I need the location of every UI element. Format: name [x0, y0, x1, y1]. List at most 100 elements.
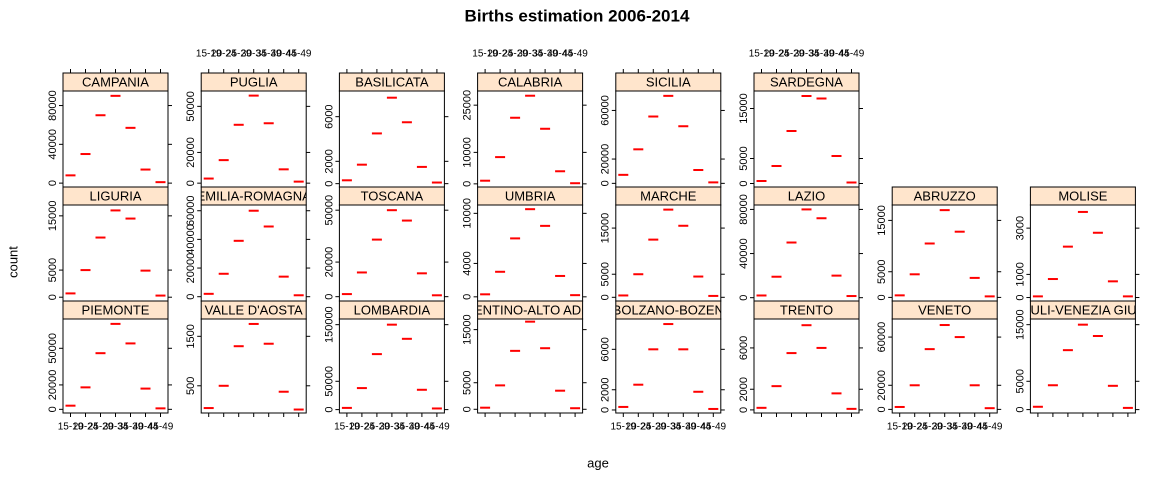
x-tick-label: 30-34	[517, 49, 543, 60]
y-tick-label: 0	[47, 294, 59, 300]
y-tick-label: 80000	[738, 194, 750, 225]
x-tick-label: 15-19	[196, 49, 222, 60]
y-tick-label: 20000	[185, 253, 197, 284]
panel: TOSCANA 0 20000 50000	[323, 186, 449, 302]
y-tick-label: 0	[323, 407, 335, 413]
panel-frame	[891, 204, 998, 302]
x-tick-label: 15-19	[749, 49, 775, 60]
panel-frame	[62, 318, 169, 414]
y-tick-label: 0	[323, 181, 335, 187]
panel: MOLISE 0 1000 3000	[1014, 186, 1140, 302]
x-tick-label: 40-44	[409, 422, 435, 433]
x-tick-label: 25-29	[502, 49, 528, 60]
y-tick-label: 5000	[47, 258, 59, 282]
x-tick-label: 35-39	[532, 49, 558, 60]
y-tick-label: 60000	[185, 195, 197, 226]
x-tick-label: 35-39	[809, 49, 835, 60]
y-tick-label: 0	[185, 294, 197, 300]
panel-frame	[615, 90, 722, 188]
y-tick-label: 50000	[185, 91, 197, 122]
panel-frame	[615, 318, 722, 414]
x-tick-label: 35-39	[947, 422, 973, 433]
x-tick-label: 45-49	[148, 422, 174, 433]
panel: LOMBARDIA 0 50000 150000 15-1920-2425-2930-3…	[323, 300, 450, 433]
x-tick-label: 20-24	[764, 49, 790, 60]
x-tick-label: 20-24	[626, 422, 652, 433]
x-tick-label: 15-19	[334, 422, 360, 433]
panel: LIGURIA 0 5000 15000	[47, 186, 172, 302]
y-tick-label: 15000	[1014, 309, 1026, 340]
panel: ABRUZZO 0 5000 15000	[876, 186, 1002, 302]
x-tick-label: 25-29	[226, 49, 252, 60]
y-tick-label: 15000	[462, 314, 474, 345]
panel-frame	[338, 318, 445, 414]
strip-label: LIGURIA	[89, 188, 141, 203]
x-tick-label: 20-24	[902, 422, 928, 433]
x-tick-label: 25-29	[641, 422, 667, 433]
y-tick-label: 0	[323, 294, 335, 300]
x-tick-label: 30-34	[103, 422, 129, 433]
panel: CAMPANIA 0 40000 80000	[47, 69, 172, 188]
panel-frame	[615, 204, 722, 302]
panel: MARCHE 0 5000 15000	[600, 186, 725, 302]
y-tick-label: 0	[462, 181, 474, 187]
y-tick-label: 1500	[185, 324, 197, 348]
y-tick-label: 0	[47, 180, 59, 186]
y-tick-label: 5000	[462, 370, 474, 394]
panel: LAZIO 0 40000 80000	[738, 186, 863, 302]
y-tick-label: 5000	[876, 259, 888, 283]
x-axis-label: age	[587, 455, 609, 470]
x-tick-label: 40-44	[133, 422, 159, 433]
y-tick-label: 0	[600, 180, 612, 186]
x-tick-label: 20-24	[487, 49, 513, 60]
x-tick-label: 15-19	[58, 422, 84, 433]
panel-frame	[477, 90, 584, 188]
strip-label: MARCHE	[640, 188, 697, 203]
x-tick-label: 40-44	[686, 422, 712, 433]
panel-frame	[200, 318, 307, 414]
x-tick-label: 35-39	[256, 49, 282, 60]
y-tick-label: 6000	[738, 336, 750, 360]
chart-title: Births estimation 2006-2014	[465, 6, 690, 25]
panel: TRENTINO-ALTO ADIGE 0 5000 15000	[462, 300, 587, 417]
x-tick-label: 20-24	[349, 422, 375, 433]
strip-label: VALLE D'AOSTA	[205, 302, 303, 317]
strip-label: FRIULI-VENEZIA GIULIA	[1010, 302, 1154, 317]
y-tick-label: 10000	[462, 137, 474, 168]
y-tick-label: 40000	[185, 224, 197, 255]
y-tick-label: 0	[876, 294, 888, 300]
panel-frame	[62, 90, 169, 188]
panel: TRENTO 0 2000 6000	[738, 300, 863, 417]
x-tick-label: 35-39	[671, 422, 697, 433]
y-axis-label: count	[5, 246, 20, 278]
x-tick-label: 25-29	[364, 422, 390, 433]
panel: CALABRIA 0 10000 25000 15-1920-2425-2930-343…	[462, 49, 588, 188]
x-tick-label: 40-44	[824, 49, 850, 60]
x-tick-label: 45-49	[562, 49, 588, 60]
panel-frame	[338, 204, 445, 302]
y-tick-label: 1000	[1014, 262, 1026, 286]
panel: FRIULI-VENEZIA GIULIA 0 5000 15000	[1010, 300, 1154, 417]
y-tick-label: 60000	[876, 322, 888, 353]
y-tick-label: 20000	[47, 370, 59, 401]
y-tick-label: 3000	[1014, 216, 1026, 240]
strip-label: MOLISE	[1058, 188, 1107, 203]
y-tick-label: 0	[1014, 407, 1026, 413]
x-tick-label: 40-44	[547, 49, 573, 60]
x-tick-label: 35-39	[394, 422, 420, 433]
y-tick-label: 50000	[323, 366, 335, 397]
y-tick-label: 0	[738, 180, 750, 186]
y-tick-label: 0	[738, 407, 750, 413]
panel: SARDEGNA 0 5000 15000 15-1920-2425-2930-3435…	[738, 49, 865, 188]
y-tick-label: 2000	[600, 378, 612, 402]
strip-label: TOSCANA	[361, 188, 424, 203]
y-tick-label: 0	[47, 406, 59, 412]
strip-label: SARDEGNA	[770, 74, 843, 89]
y-tick-label: 500	[185, 377, 197, 395]
panel-frame	[338, 90, 445, 188]
x-tick-label: 30-34	[379, 422, 405, 433]
panel-frame	[200, 90, 307, 188]
x-tick-label: 30-34	[794, 49, 820, 60]
x-tick-label: 15-19	[611, 422, 637, 433]
